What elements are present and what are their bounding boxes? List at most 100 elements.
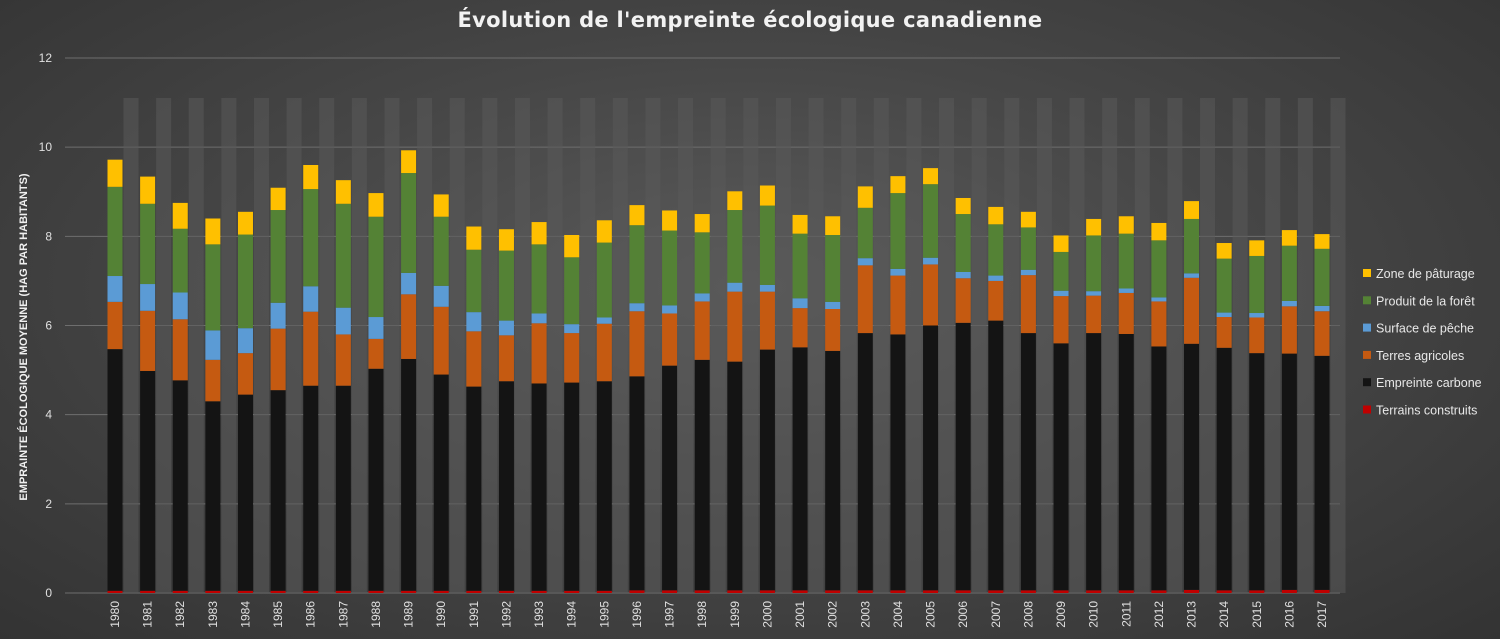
bar-segment-terres-agricoles — [1314, 311, 1330, 356]
bar-segment-terrains-construits — [1118, 590, 1134, 593]
bar-segment-produit-de-la-for-t — [955, 214, 971, 272]
x-tick-label: 2015 — [1250, 601, 1264, 628]
bar-segment-produit-de-la-for-t — [1053, 251, 1069, 291]
y-tick-label: 8 — [45, 229, 52, 243]
bar-segment-terrains-construits — [727, 590, 743, 593]
bar-shadow — [906, 98, 922, 593]
bar-segment-produit-de-la-for-t — [759, 205, 775, 285]
bar-segment-zone-de-p-turage — [466, 226, 482, 250]
bar-segment-zone-de-p-turage — [368, 193, 384, 217]
bar-shadow — [939, 98, 955, 593]
bar-segment-empreinte-carbone — [368, 368, 384, 591]
bar-segment-produit-de-la-for-t — [825, 234, 841, 302]
legend-label: Zone de pâturage — [1376, 267, 1475, 281]
bar-segment-empreinte-carbone — [564, 382, 580, 591]
bar-segment-zone-de-p-turage — [237, 211, 253, 235]
bar-segment-zone-de-p-turage — [172, 202, 188, 229]
bar-segment-produit-de-la-for-t — [1184, 218, 1200, 274]
bar-segment-zone-de-p-turage — [988, 206, 1004, 225]
y-axis: 0 2 4 6 8 10 12 — [39, 51, 53, 600]
bar-segment-zone-de-p-turage — [1020, 211, 1036, 228]
bar-segment-terres-agricoles — [205, 359, 221, 402]
bar-segment-produit-de-la-for-t — [466, 249, 482, 313]
bar-segment-terres-agricoles — [498, 335, 514, 382]
bar-shadow — [1102, 98, 1118, 593]
bar-segment-terrains-construits — [759, 590, 775, 593]
bar-shadow — [808, 98, 824, 593]
bar-segment-empreinte-carbone — [107, 349, 123, 591]
bar-shadow — [253, 98, 269, 593]
bar-segment-surface-de-p-che — [531, 313, 547, 324]
bar-segment-terres-agricoles — [237, 353, 253, 395]
bar-segment-terrains-construits — [107, 590, 123, 593]
bar-segment-terres-agricoles — [792, 308, 808, 348]
bar-segment-terres-agricoles — [662, 313, 678, 366]
bar-segment-empreinte-carbone — [825, 350, 841, 591]
bar-shadow — [1330, 98, 1346, 593]
bar-segment-terres-agricoles — [955, 278, 971, 323]
bar-segment-zone-de-p-turage — [792, 214, 808, 234]
bar-segment-terrains-construits — [792, 590, 808, 593]
bar-segment-empreinte-carbone — [335, 385, 351, 591]
chart-title: Évolution de l'empreinte écologique cana… — [457, 8, 1043, 32]
bar-segment-terres-agricoles — [727, 291, 743, 362]
x-tick-label: 2008 — [1021, 601, 1035, 628]
bar-segment-produit-de-la-for-t — [303, 189, 319, 287]
legend-label: Terrains construits — [1376, 404, 1477, 418]
x-tick-label: 1999 — [728, 601, 742, 628]
bar-segment-empreinte-carbone — [498, 381, 514, 591]
bar-segment-zone-de-p-turage — [955, 197, 971, 215]
bar-segment-zone-de-p-turage — [596, 220, 612, 243]
bar-shadow — [123, 98, 139, 593]
bar-shadow — [449, 98, 465, 593]
x-tick-label: 1988 — [369, 601, 383, 628]
bar-segment-produit-de-la-for-t — [662, 230, 678, 306]
x-tick-label: 2003 — [858, 601, 872, 628]
bar-shadow — [156, 98, 172, 593]
bar-segment-produit-de-la-for-t — [1314, 248, 1330, 306]
bar-segment-zone-de-p-turage — [825, 216, 841, 235]
bar-segment-terres-agricoles — [1020, 275, 1036, 334]
bar-shadow — [645, 98, 661, 593]
bar-segment-empreinte-carbone — [237, 394, 253, 591]
bar-segment-surface-de-p-che — [694, 293, 710, 302]
bar-segment-surface-de-p-che — [140, 284, 156, 311]
bar-segment-produit-de-la-for-t — [857, 207, 873, 259]
bar-segment-terres-agricoles — [335, 334, 351, 386]
bar-segment-terres-agricoles — [107, 301, 123, 350]
bar-shadow — [221, 98, 237, 593]
bar-segment-terrains-construits — [1053, 590, 1069, 593]
bar-segment-zone-de-p-turage — [433, 194, 449, 217]
bar-segment-surface-de-p-che — [564, 324, 580, 334]
bar-segment-produit-de-la-for-t — [1216, 258, 1232, 313]
legend-swatch — [1363, 378, 1371, 387]
bar-segment-terres-agricoles — [1151, 301, 1167, 347]
bar-segment-zone-de-p-turage — [1249, 240, 1265, 256]
bar-segment-empreinte-carbone — [205, 401, 221, 591]
bar-segment-terres-agricoles — [988, 280, 1004, 321]
bar-segment-terres-agricoles — [1216, 317, 1232, 348]
bar-segment-terrains-construits — [857, 590, 873, 593]
legend-swatch — [1363, 296, 1371, 305]
bar-segment-terres-agricoles — [303, 311, 319, 386]
bar-segment-surface-de-p-che — [205, 330, 221, 360]
y-tick-label: 10 — [39, 140, 53, 154]
bar-segment-empreinte-carbone — [531, 383, 547, 591]
bar-segment-zone-de-p-turage — [140, 176, 156, 204]
bar-shadow — [1036, 98, 1052, 593]
bar-segment-surface-de-p-che — [466, 312, 482, 332]
bar-segment-terres-agricoles — [401, 294, 417, 359]
bar-segment-zone-de-p-turage — [270, 187, 286, 211]
bar-segment-surface-de-p-che — [1086, 291, 1102, 296]
y-tick-label: 6 — [45, 319, 52, 333]
bar-segment-terres-agricoles — [531, 323, 547, 384]
bar-segment-terres-agricoles — [1053, 296, 1069, 344]
x-tick-label: 2014 — [1217, 601, 1231, 628]
bars — [107, 98, 1346, 593]
bar-segment-terres-agricoles — [694, 301, 710, 360]
bar-segment-produit-de-la-for-t — [596, 242, 612, 318]
bar-segment-terrains-construits — [662, 590, 678, 593]
y-tick-label: 0 — [45, 586, 52, 600]
bar-segment-empreinte-carbone — [857, 333, 873, 591]
